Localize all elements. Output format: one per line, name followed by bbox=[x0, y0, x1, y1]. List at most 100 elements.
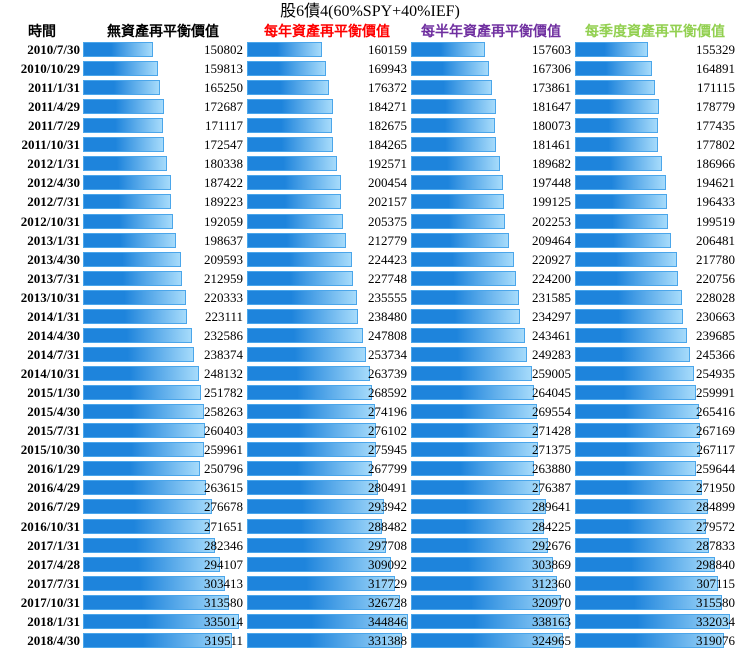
bar bbox=[247, 537, 386, 553]
table-row: 2011/4/29 172687 184271 181647 178779 bbox=[0, 97, 740, 116]
value-label: 187422 bbox=[204, 175, 243, 191]
bar bbox=[83, 289, 186, 305]
bar bbox=[83, 575, 225, 591]
value-label: 309092 bbox=[368, 556, 407, 572]
bar bbox=[575, 404, 699, 420]
value-label: 150802 bbox=[204, 42, 243, 57]
value-label: 307115 bbox=[696, 575, 735, 591]
bar bbox=[247, 404, 375, 420]
value-label: 171117 bbox=[204, 118, 243, 134]
table-row: 2014/7/31 238374 253734 249283 245366 bbox=[0, 345, 740, 364]
bar bbox=[247, 251, 352, 267]
bar bbox=[411, 289, 520, 305]
value-label: 276102 bbox=[368, 423, 407, 439]
bar bbox=[247, 556, 392, 572]
bar bbox=[411, 575, 557, 591]
bar bbox=[83, 442, 205, 458]
date-label: 2017/10/31 bbox=[20, 594, 80, 610]
bar bbox=[83, 80, 161, 96]
value-label: 248132 bbox=[204, 366, 243, 382]
bar bbox=[411, 232, 509, 248]
bar bbox=[83, 308, 188, 324]
bar bbox=[247, 156, 337, 172]
bar bbox=[411, 518, 544, 534]
value-label: 267799 bbox=[368, 461, 407, 477]
table-row: 2011/1/31 165250 176372 173861 171115 bbox=[0, 78, 740, 97]
value-label: 209593 bbox=[204, 251, 243, 267]
value-label: 279572 bbox=[696, 518, 735, 534]
bar bbox=[247, 232, 347, 248]
bar bbox=[575, 423, 700, 439]
table-row: 2016/10/31 271651 288482 284225 279572 bbox=[0, 517, 740, 536]
date-label: 2011/10/31 bbox=[21, 137, 80, 153]
bar bbox=[411, 556, 553, 572]
table-row: 2017/7/31 303413 317729 312360 307115 bbox=[0, 574, 740, 593]
bar bbox=[247, 137, 333, 153]
value-label: 324965 bbox=[532, 632, 571, 648]
date-label: 2012/1/31 bbox=[27, 156, 80, 172]
bar bbox=[247, 213, 343, 229]
bar bbox=[411, 632, 563, 648]
value-label: 303413 bbox=[204, 575, 243, 591]
bar bbox=[83, 61, 158, 77]
value-label: 209464 bbox=[532, 232, 571, 248]
table-row: 2018/4/30 319511 331388 324965 319076 bbox=[0, 631, 740, 650]
value-label: 178779 bbox=[696, 99, 735, 115]
value-label: 230663 bbox=[696, 308, 735, 324]
bar bbox=[247, 480, 378, 496]
value-label: 344846 bbox=[368, 613, 407, 629]
bar bbox=[411, 175, 504, 191]
value-label: 284899 bbox=[696, 499, 735, 515]
bar bbox=[83, 499, 213, 515]
table-row: 2013/10/31 220333 235555 231585 228028 bbox=[0, 288, 740, 307]
bar bbox=[83, 404, 204, 420]
date-label: 2017/4/28 bbox=[27, 556, 80, 572]
date-label: 2014/7/31 bbox=[27, 346, 80, 362]
bar bbox=[247, 423, 376, 439]
value-label: 267117 bbox=[696, 442, 735, 458]
bar bbox=[83, 537, 215, 553]
table-row: 2013/7/31 212959 227748 224200 220756 bbox=[0, 269, 740, 288]
value-label: 171115 bbox=[696, 80, 735, 96]
value-label: 238480 bbox=[368, 308, 407, 324]
bar bbox=[575, 556, 715, 572]
bar bbox=[575, 232, 672, 248]
bar bbox=[575, 289, 682, 305]
value-label: 326728 bbox=[368, 594, 407, 610]
bar bbox=[411, 80, 493, 96]
table-row: 2016/1/29 250796 267799 263880 259644 bbox=[0, 459, 740, 478]
value-label: 259644 bbox=[696, 461, 735, 477]
bar bbox=[575, 594, 723, 610]
value-label: 173861 bbox=[532, 80, 571, 96]
bar bbox=[411, 61, 490, 77]
bar bbox=[83, 99, 164, 115]
bar bbox=[411, 423, 538, 439]
value-label: 312360 bbox=[532, 575, 571, 591]
bar bbox=[411, 385, 535, 401]
value-label: 313580 bbox=[204, 594, 243, 610]
table-row: 2012/4/30 187422 200454 197448 194621 bbox=[0, 173, 740, 192]
value-label: 293942 bbox=[368, 499, 407, 515]
value-label: 184265 bbox=[368, 137, 407, 153]
table-row: 2012/1/31 180338 192571 189682 186966 bbox=[0, 154, 740, 173]
value-label: 180073 bbox=[532, 118, 571, 134]
value-label: 298840 bbox=[696, 556, 735, 572]
value-label: 335014 bbox=[204, 613, 243, 629]
bar bbox=[247, 80, 330, 96]
header-annual-rebalance: 每年資產再平衡價值 bbox=[264, 25, 390, 40]
bar bbox=[411, 42, 485, 57]
bar bbox=[247, 385, 373, 401]
bar bbox=[575, 575, 719, 591]
value-label: 259961 bbox=[204, 442, 243, 458]
value-label: 205375 bbox=[368, 213, 407, 229]
value-label: 172547 bbox=[204, 137, 243, 153]
bar bbox=[247, 61, 327, 77]
date-label: 2016/1/29 bbox=[27, 461, 80, 477]
bar bbox=[411, 537, 548, 553]
bar bbox=[83, 137, 164, 153]
bar bbox=[247, 575, 396, 591]
bar bbox=[247, 194, 342, 210]
table-row: 2016/7/29 276678 293942 289641 284899 bbox=[0, 497, 740, 516]
bar bbox=[83, 461, 201, 477]
value-label: 259991 bbox=[696, 385, 735, 401]
